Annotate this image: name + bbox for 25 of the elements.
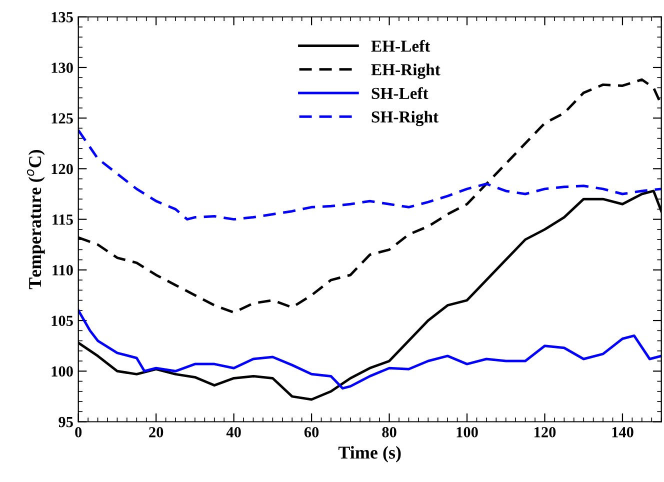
x-tick-label: 120 — [534, 427, 556, 438]
x-tick-label: 140 — [612, 427, 634, 438]
legend-label: EH-Left — [371, 40, 430, 52]
x-tick-label: 100 — [456, 427, 478, 438]
x-tick-label: 60 — [304, 427, 319, 438]
y-tick-label: 105 — [52, 316, 73, 326]
x-axis-title: Time (s) — [338, 446, 401, 462]
y-tick-label: 110 — [52, 265, 73, 276]
legend-label: EH-Right — [371, 64, 440, 79]
y-tick-label: 100 — [52, 366, 73, 377]
y-axis-title: Temperature ($^{o}$C) — [26, 150, 45, 290]
x-tick-label: 40 — [226, 427, 241, 438]
legend-label: SH-Right — [372, 110, 438, 126]
y-tick-label: 95 — [58, 416, 73, 428]
legend-label: SH-Left — [372, 87, 428, 100]
y-tick-label: 125 — [52, 113, 73, 124]
y-tick-label: 135 — [52, 12, 73, 22]
line-series — [78, 309, 662, 390]
x-tick-label: 80 — [382, 427, 396, 438]
y-tick-label: 130 — [52, 62, 73, 73]
x-tick-label: 0 — [75, 427, 82, 438]
line-series — [78, 128, 662, 221]
x-tick-label: 20 — [149, 427, 164, 438]
y-tick-label: 120 — [52, 164, 73, 174]
y-tick-label: 115 — [52, 214, 73, 225]
